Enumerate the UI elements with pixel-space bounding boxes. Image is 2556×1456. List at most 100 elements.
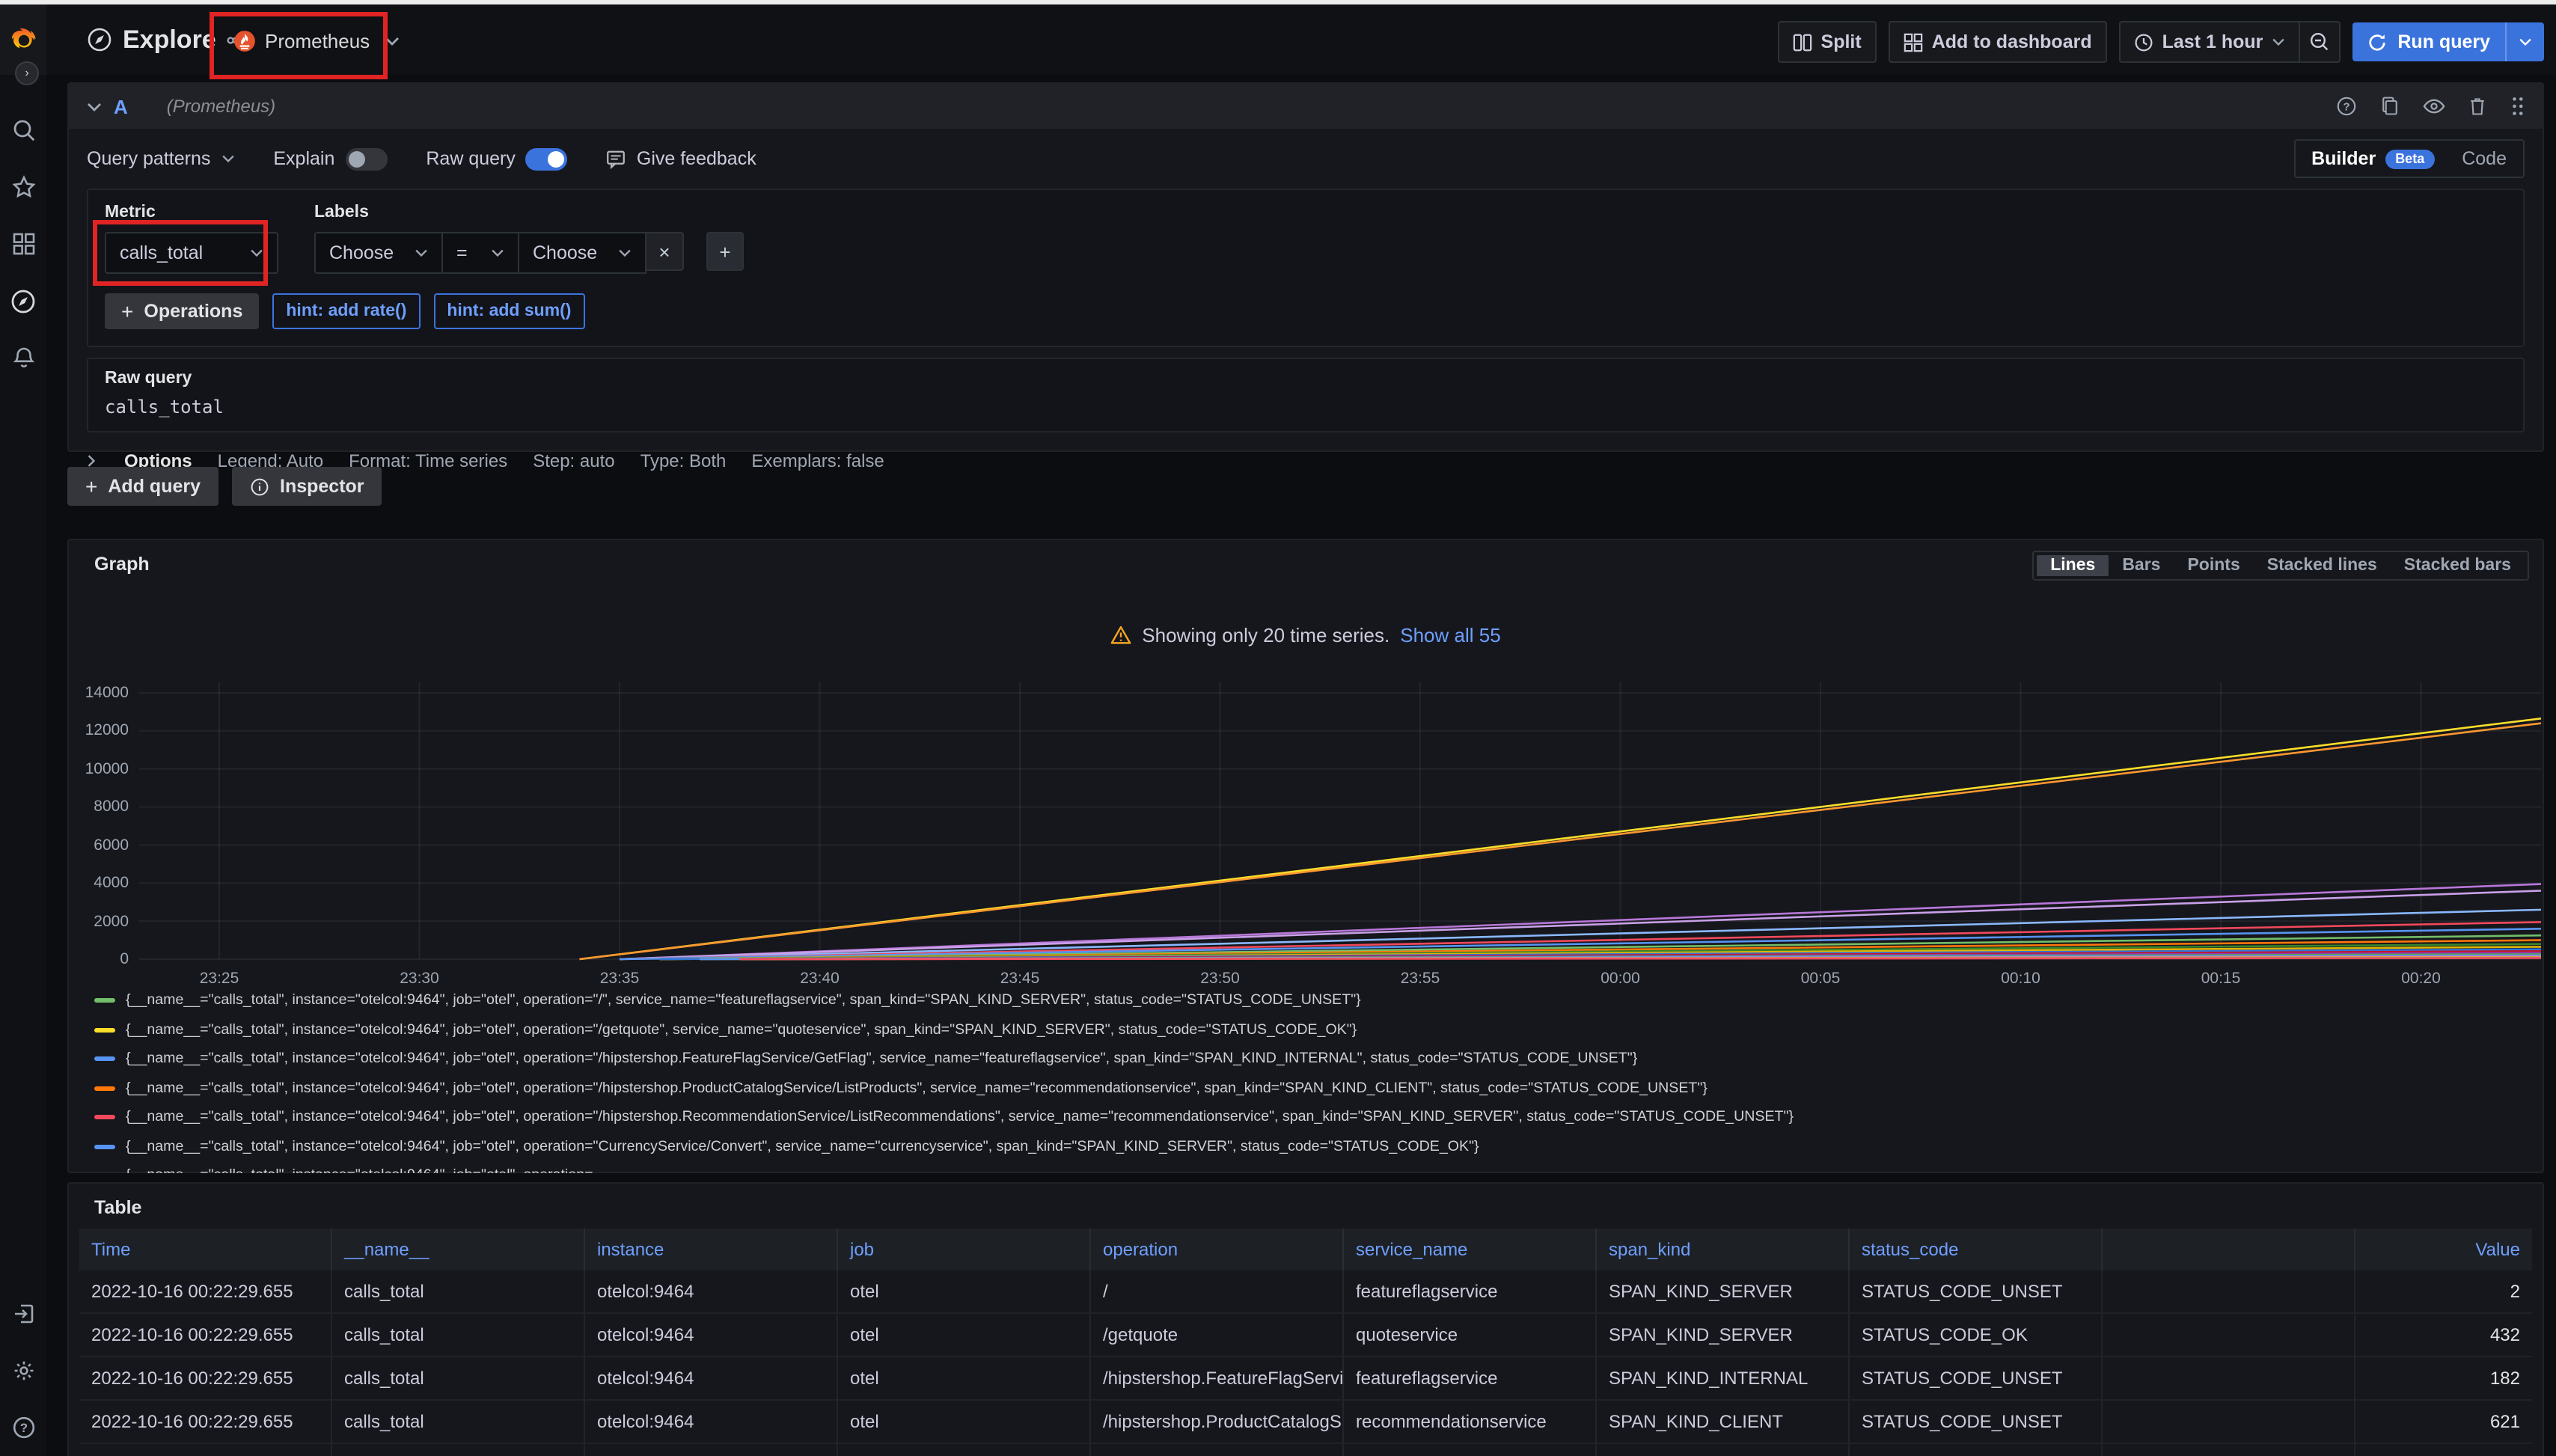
query-row-header[interactable]: A (Prometheus) ?	[69, 84, 2543, 129]
y-tick-label: 8000	[69, 798, 129, 816]
sidebar-item-search[interactable]	[0, 102, 46, 159]
table-cell: 2022-10-16 00:22:29.655	[79, 1357, 332, 1399]
show-all-series-link[interactable]: Show all 55	[1400, 624, 1500, 646]
operations-button[interactable]: + Operations	[105, 293, 259, 329]
add-query-button[interactable]: + Add query	[67, 467, 218, 506]
legend-item[interactable]: {__name__="calls_total", instance="otelc…	[94, 1080, 2526, 1096]
split-label: Split	[1821, 31, 1862, 52]
options-row[interactable]: Options Legend: Auto Format: Time series…	[87, 443, 2525, 479]
metric-select[interactable]: calls_total	[105, 232, 278, 274]
column-header-value[interactable]: Value	[2355, 1229, 2532, 1270]
drag-handle-icon[interactable]	[2510, 96, 2525, 117]
table-cell: otelcol:9464	[585, 1270, 838, 1312]
table-cell: recommendationservice	[1344, 1401, 1597, 1443]
operations-label: Operations	[144, 301, 242, 322]
chevron-down-icon	[491, 248, 504, 257]
graph-mode-lines[interactable]: Lines	[2037, 555, 2109, 576]
page-title: Explore	[123, 25, 216, 55]
give-feedback-link[interactable]: Give feedback	[607, 148, 756, 169]
x-tick-label: 23:50	[1200, 970, 1240, 988]
table-cell: otel	[838, 1444, 1091, 1456]
graph-mode-stacked-lines[interactable]: Stacked lines	[2254, 555, 2391, 576]
sidebar-item-explore[interactable]	[0, 272, 46, 329]
graph-mode-points[interactable]: Points	[2174, 555, 2253, 576]
graph-mode-stacked-bars[interactable]: Stacked bars	[2391, 555, 2525, 576]
raw-query-toggle[interactable]	[526, 147, 568, 170]
label-value-select[interactable]: Choose	[518, 232, 646, 274]
hint-add-rate-button[interactable]: hint: add rate()	[272, 293, 420, 329]
zoom-out-time-button[interactable]	[2300, 21, 2341, 63]
label-name-select[interactable]: Choose	[314, 232, 441, 274]
column-header-time[interactable]: Time	[79, 1229, 332, 1270]
eye-icon[interactable]	[2423, 97, 2445, 115]
add-label-filter-button[interactable]: +	[706, 232, 744, 271]
explain-control: Explain	[273, 147, 387, 170]
beta-badge: Beta	[2385, 149, 2435, 168]
code-mode-button[interactable]: Code	[2448, 141, 2520, 177]
inspector-button[interactable]: Inspector	[232, 467, 382, 506]
column-header-span_kind[interactable]: span_kind	[1597, 1229, 1850, 1270]
table-cell: /hipstershop.Recommendation...	[1091, 1444, 1344, 1456]
column-header-__name__[interactable]: __name__	[332, 1229, 585, 1270]
legend-item[interactable]: {__name__="calls_total", instance="otelc…	[94, 1167, 2526, 1173]
legend-item[interactable]: {__name__="calls_total", instance="otelc…	[94, 1138, 2526, 1154]
add-to-dashboard-button[interactable]: Add to dashboard	[1889, 21, 2107, 63]
time-range-label: Last 1 hour	[2162, 31, 2263, 52]
query-row-actions: ?	[2336, 96, 2525, 117]
explain-toggle[interactable]	[345, 147, 387, 170]
legend-item[interactable]: {__name__="calls_total", instance="otelc…	[94, 992, 2526, 1009]
label-operator-select[interactable]: =	[441, 232, 518, 274]
column-header-operation[interactable]: operation	[1091, 1229, 1344, 1270]
column-header-job[interactable]: job	[838, 1229, 1091, 1270]
sidebar-item-dashboards[interactable]	[0, 215, 46, 272]
y-tick-label: 4000	[69, 874, 129, 892]
query-actions-row: + Add query Inspector	[67, 467, 382, 506]
labels-group: Labels Choose = Choose	[314, 204, 744, 274]
table-spacer-cell	[2103, 1444, 2355, 1456]
sidebar-expand-button[interactable]: ›	[15, 61, 39, 85]
run-query-dropdown[interactable]	[2505, 22, 2544, 61]
time-range-button[interactable]: Last 1 hour	[2119, 21, 2301, 63]
query-patterns-dropdown[interactable]: Query patterns	[87, 148, 234, 169]
legend-item[interactable]: {__name__="calls_total", instance="otelc…	[94, 1109, 2526, 1125]
label-value-value: Choose	[533, 242, 597, 263]
sidebar-item-help[interactable]: ?	[0, 1399, 46, 1456]
column-header-status_code[interactable]: status_code	[1850, 1229, 2103, 1270]
series-line-19	[740, 958, 2542, 959]
column-header-service_name[interactable]: service_name	[1344, 1229, 1597, 1270]
help-icon[interactable]: ?	[2336, 96, 2357, 117]
sidebar-item-sign-in[interactable]	[0, 1285, 46, 1342]
table-row: 2022-10-16 00:22:29.655calls_totalotelco…	[79, 1444, 2532, 1456]
metric-group: Metric calls_total	[105, 204, 278, 274]
sidebar-item-starred[interactable]	[0, 159, 46, 215]
copy-icon[interactable]	[2379, 96, 2400, 117]
builder-mode-button[interactable]: Builder Beta	[2298, 141, 2448, 177]
table-row: 2022-10-16 00:22:29.655calls_totalotelco…	[79, 1270, 2532, 1314]
table-spacer-cell	[2103, 1401, 2355, 1443]
hint-add-sum-button[interactable]: hint: add sum()	[433, 293, 584, 329]
split-button[interactable]: Split	[1778, 21, 1877, 63]
trash-icon[interactable]	[2468, 96, 2487, 117]
header-actions: Split Add to dashboard Last 1 hour	[1778, 22, 2544, 61]
column-header-instance[interactable]: instance	[585, 1229, 838, 1270]
legend-swatch	[94, 998, 115, 1003]
graph-mode-bars[interactable]: Bars	[2109, 555, 2174, 576]
sidebar-item-alerting[interactable]	[0, 329, 46, 386]
table-header-row: Time__name__instancejoboperationservice_…	[79, 1229, 2532, 1270]
table-spacer-cell	[2103, 1314, 2355, 1356]
label-name-value: Choose	[329, 242, 394, 263]
table-cell: otelcol:9464	[585, 1401, 838, 1443]
x-tick-label: 00:15	[2201, 970, 2241, 988]
timeseries-chart[interactable]	[139, 682, 2541, 961]
apps-icon	[1904, 32, 1923, 52]
collapse-chevron-icon[interactable]	[87, 101, 102, 111]
datasource-picker[interactable]: Prometheus	[227, 22, 406, 60]
sidebar-item-settings[interactable]	[0, 1342, 46, 1399]
plus-icon: +	[85, 474, 97, 498]
label-operator-value: =	[456, 242, 468, 263]
legend-item[interactable]: {__name__="calls_total", instance="otelc…	[94, 1021, 2526, 1038]
remove-label-filter-button[interactable]: ×	[646, 232, 684, 271]
run-query-button[interactable]: Run query	[2352, 22, 2544, 61]
legend-item[interactable]: {__name__="calls_total", instance="otelc…	[94, 1050, 2526, 1067]
query-builder-panel: Metric calls_total Labels	[87, 189, 2525, 347]
